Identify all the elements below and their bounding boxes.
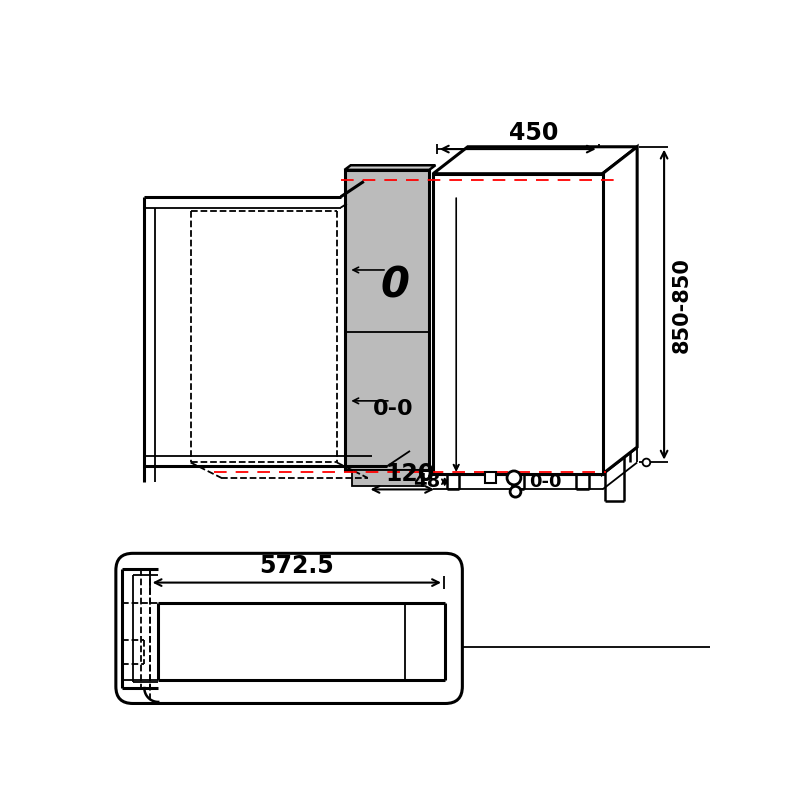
FancyBboxPatch shape xyxy=(116,554,462,704)
Text: 0-0: 0-0 xyxy=(373,399,414,418)
Polygon shape xyxy=(433,174,602,474)
Circle shape xyxy=(507,471,521,484)
Bar xyxy=(352,470,422,485)
Polygon shape xyxy=(433,147,637,174)
Circle shape xyxy=(510,486,521,497)
Polygon shape xyxy=(345,165,435,170)
Text: 120: 120 xyxy=(386,462,434,485)
Circle shape xyxy=(642,459,650,467)
Polygon shape xyxy=(602,147,637,474)
Text: 850-850: 850-850 xyxy=(672,256,692,352)
Text: 572.5: 572.5 xyxy=(259,554,334,578)
Text: 450: 450 xyxy=(509,121,558,145)
Text: 0-0: 0-0 xyxy=(530,473,562,491)
Bar xyxy=(345,170,430,470)
Text: 0: 0 xyxy=(380,264,409,306)
Text: 48: 48 xyxy=(414,472,441,491)
Bar xyxy=(486,472,496,484)
